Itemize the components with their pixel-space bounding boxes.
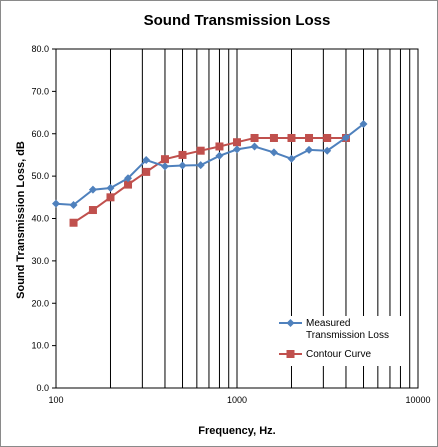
data-point (341, 133, 350, 142)
data-point (160, 155, 169, 164)
data-point (250, 133, 259, 142)
data-point (305, 133, 314, 142)
data-point (250, 142, 259, 151)
legend-label: Transmission Loss (306, 330, 389, 341)
data-point (305, 145, 314, 154)
x-tick-label: 1000 (227, 395, 247, 405)
data-point (269, 133, 278, 142)
y-axis-label: Sound Transmission Loss, dB (15, 141, 27, 299)
data-point (88, 185, 97, 194)
chart-title: Sound Transmission Loss (144, 12, 331, 29)
y-tick-label: 20.0 (31, 298, 49, 308)
data-point (69, 218, 78, 227)
y-tick-label: 70.0 (31, 86, 49, 96)
series-measured (52, 120, 368, 209)
data-point (196, 161, 205, 170)
data-point (269, 148, 278, 157)
legend-entry: Contour Curve (279, 349, 371, 360)
data-point (215, 151, 224, 160)
y-tick-label: 60.0 (31, 129, 49, 139)
legend-box (276, 316, 408, 366)
y-tick-label: 30.0 (31, 256, 49, 266)
legend-label: Measured (306, 318, 350, 329)
legend-marker (286, 350, 295, 358)
y-tick-label: 40.0 (31, 214, 49, 224)
data-point (323, 146, 332, 155)
data-point (323, 133, 332, 142)
y-tick-label: 80.0 (31, 44, 49, 54)
data-point (287, 133, 296, 142)
series (52, 120, 368, 227)
data-point (52, 199, 60, 208)
series-line (72, 137, 346, 224)
data-point (178, 150, 187, 159)
data-point (69, 200, 78, 209)
data-point (106, 193, 115, 202)
data-point (142, 156, 151, 165)
x-tick-label: 10000 (405, 395, 430, 405)
x-axis-label: Frequency, Hz. (198, 425, 275, 437)
y-tick-label: 50.0 (31, 171, 49, 181)
y-tick-label: 10.0 (31, 341, 49, 351)
data-point (106, 183, 115, 192)
data-point (233, 138, 241, 147)
data-point (124, 174, 133, 183)
y-tick-label: 0.0 (36, 383, 49, 393)
data-point (196, 146, 205, 155)
legend-marker (286, 319, 295, 327)
data-point (88, 206, 97, 215)
data-point (178, 161, 187, 170)
data-point (287, 154, 296, 163)
data-point (233, 145, 241, 154)
data-point (160, 162, 169, 171)
data-point (142, 167, 151, 176)
legend-label: Contour Curve (306, 349, 371, 360)
x-tick-label: 100 (48, 395, 63, 405)
data-point (124, 180, 133, 189)
data-point (215, 142, 224, 151)
tick-labels: 0.0 10.0 20.0 30.0 40.0 50.0 60.0 70.0 80.0 100 10… (31, 44, 430, 405)
data-point (359, 120, 368, 129)
series-contour (69, 133, 350, 227)
